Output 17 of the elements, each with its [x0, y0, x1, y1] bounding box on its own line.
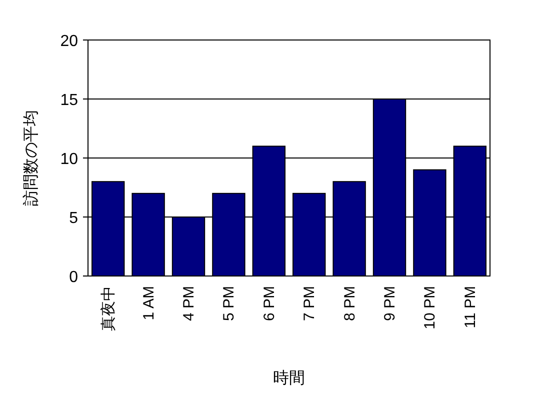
- x-tick-label: 真夜中: [100, 286, 118, 331]
- y-tick-label: 10: [60, 151, 78, 168]
- x-tick-label: 7 PM: [301, 286, 318, 322]
- x-tick-label: 6 PM: [260, 286, 278, 322]
- x-tick-label: 10 PM: [422, 286, 439, 330]
- x-tick-label: 9 PM: [382, 286, 398, 322]
- x-axis-title: 時間: [273, 369, 305, 387]
- y-tick-label: 0: [69, 269, 78, 286]
- x-tick-label: 8 PM: [341, 286, 358, 322]
- y-axis-title: 訪問数の平均: [22, 110, 40, 206]
- x-tick-label: 1 AM: [140, 286, 158, 320]
- y-tick-label: 5: [69, 210, 78, 227]
- x-tick-label: 11 PM: [462, 286, 479, 328]
- y-tick-label: 15: [60, 92, 78, 109]
- x-tick-label: 4 PM: [180, 286, 198, 322]
- y-tick-label: 20: [60, 33, 78, 50]
- x-tick-label: 5 PM: [220, 286, 238, 322]
